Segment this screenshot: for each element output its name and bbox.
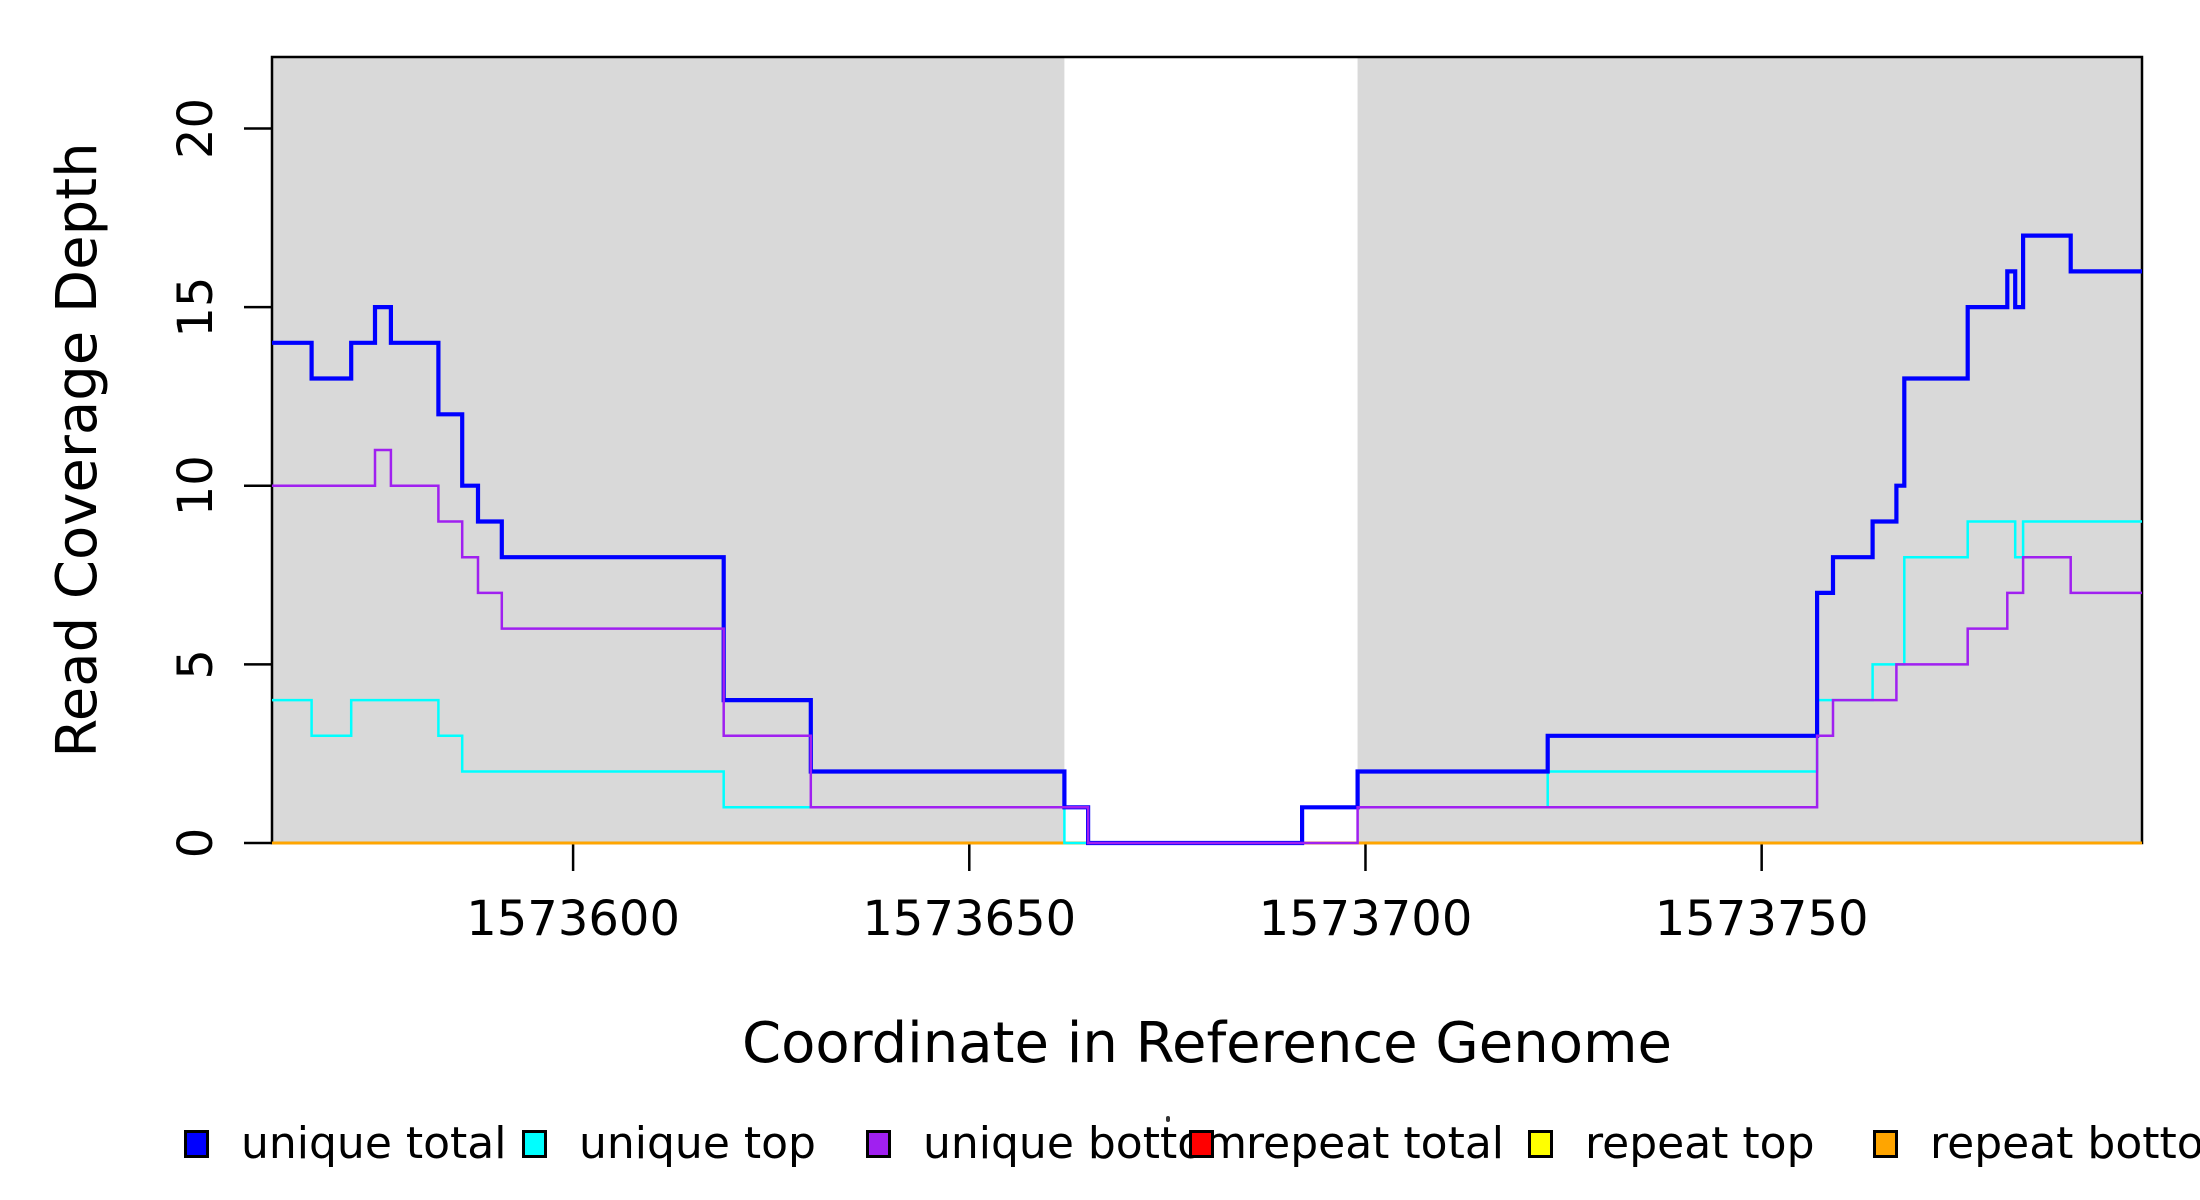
legend-swatch-unique-bottom [866,1130,891,1158]
y-tick-label: 20 [168,98,224,159]
x-tick-label: 1573700 [1259,891,1473,947]
legend-swatch-unique-top [522,1130,547,1158]
legend: unique total unique top unique bottom repea… [0,1114,2200,1174]
legend-label: repeat bottom [1930,1118,2200,1169]
legend-label: repeat top [1585,1118,1815,1169]
legend-label: unique top [579,1118,816,1169]
legend-item-unique-total: unique total [184,1114,506,1174]
legend-label: repeat total [1246,1118,1505,1169]
legend-swatch-repeat-bottom [1873,1130,1898,1158]
legend-swatch-repeat-total [1189,1130,1214,1158]
y-axis-title: Read Coverage Depth [45,142,110,757]
y-tick-label: 5 [168,649,224,680]
x-axis-title: Coordinate in Reference Genome [742,1011,1672,1076]
axis-ticks [244,127,1763,871]
series-unique-bottom [272,448,2142,845]
y-tick-label: 10 [168,455,224,516]
legend-item-unique-top: unique top [522,1114,816,1174]
legend-item-unique-bottom: unique bottom [866,1114,1247,1174]
stray-mark [1166,1116,1170,1122]
legend-label: unique total [241,1118,507,1169]
axis-tick-labels: 1573600 1573650 1573700 1573750 0 5 10 15 20 [168,98,1869,947]
y-tick-label: 15 [168,277,224,338]
shaded-region [1357,57,2142,843]
legend-item-repeat-total: repeat total [1189,1114,1504,1174]
legend-item-repeat-top: repeat top [1528,1114,1815,1174]
shaded-regions [272,57,2142,843]
x-tick-label: 1573750 [1655,891,1869,947]
x-tick-label: 1573600 [466,891,680,947]
shaded-region [272,57,1065,843]
series-unique-total [272,233,2142,846]
series-lines [272,233,2142,846]
legend-swatch-repeat-top [1528,1130,1553,1158]
legend-swatch-unique-total [184,1130,209,1158]
y-tick-label: 0 [168,828,224,859]
legend-item-repeat-bottom: repeat bottom [1873,1114,2200,1174]
x-tick-label: 1573650 [862,891,1076,947]
